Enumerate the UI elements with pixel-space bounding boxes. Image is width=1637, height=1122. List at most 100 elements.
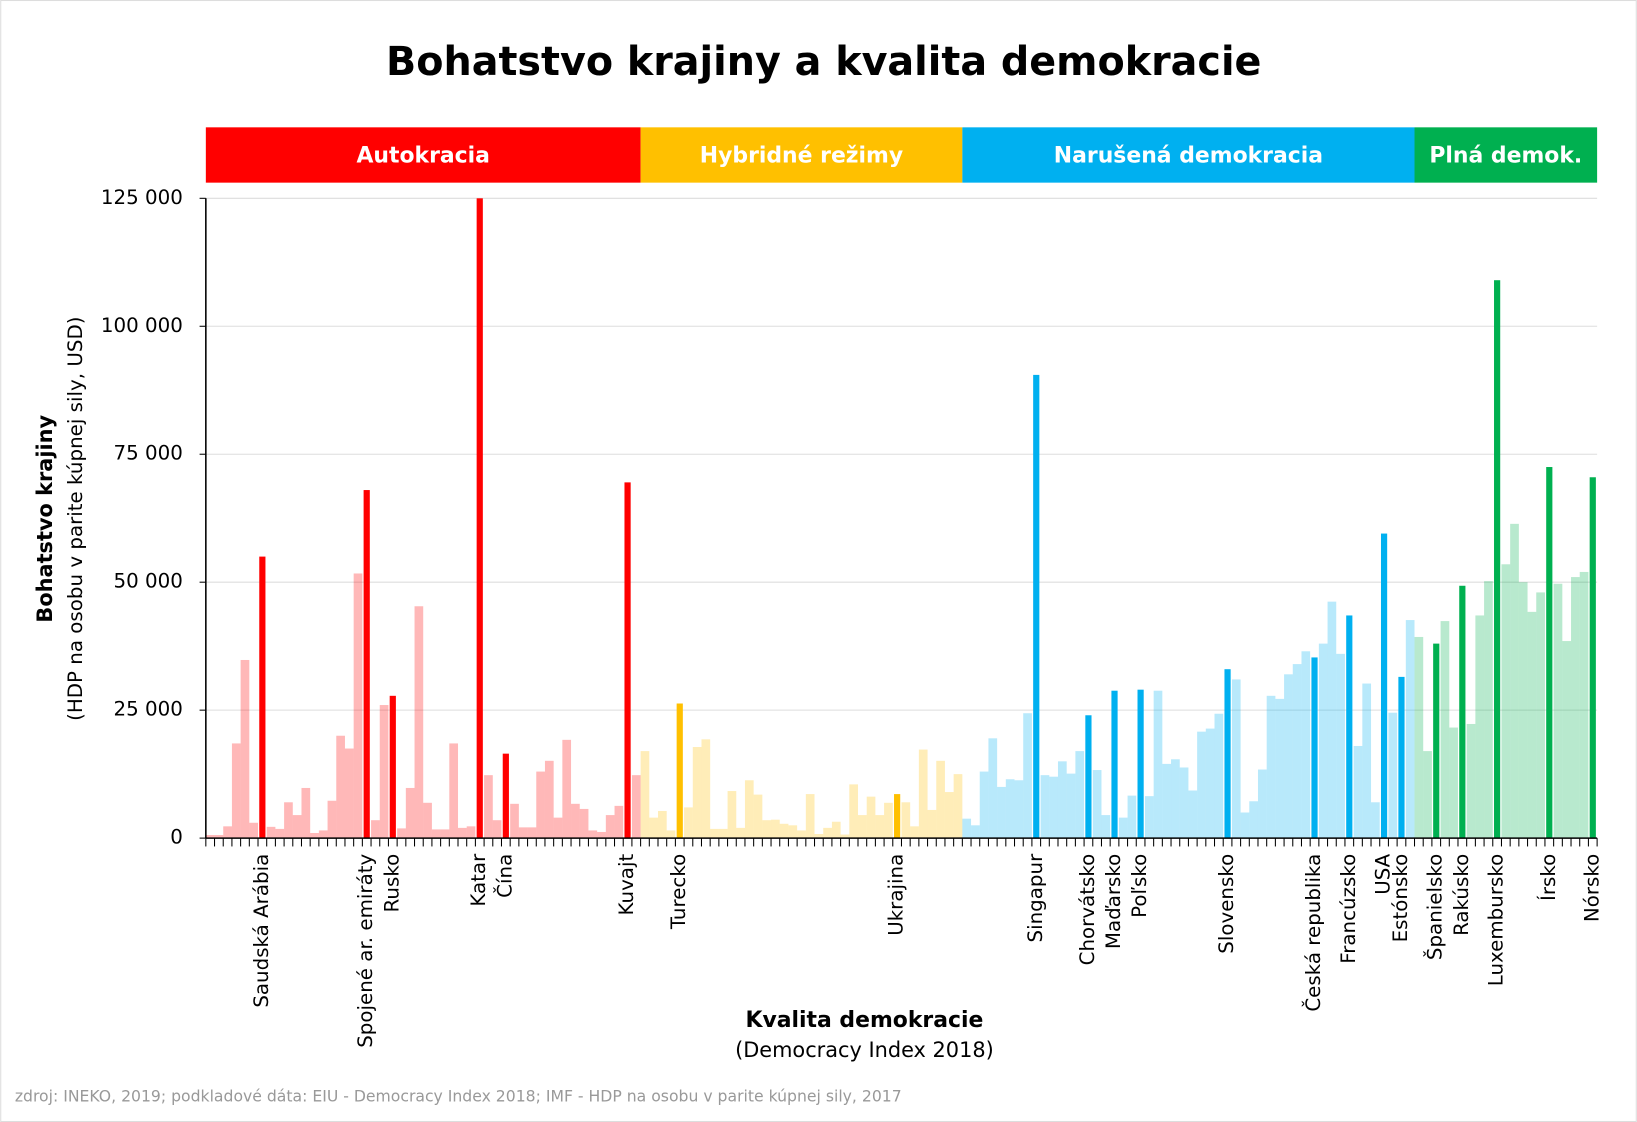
bar — [405, 787, 415, 839]
regime-label: Hybridné režimy — [700, 144, 903, 169]
bar — [1240, 812, 1250, 839]
bar — [1275, 698, 1285, 839]
bar — [927, 809, 937, 839]
bar — [1346, 615, 1353, 839]
regime-band — [205, 127, 641, 183]
bar — [997, 786, 1006, 839]
x-tick-label: Nórsko — [1580, 854, 1603, 922]
bar — [353, 573, 363, 839]
x-axis-note: (Democracy Index 2018) — [735, 1038, 994, 1062]
bar — [1536, 592, 1545, 839]
x-tick-label: Rakúsko — [1450, 854, 1473, 936]
x-tick-label: Slovensko — [1215, 854, 1238, 954]
bar — [875, 815, 885, 839]
bar — [1266, 695, 1276, 839]
bar — [579, 808, 589, 839]
bar — [492, 820, 502, 839]
bar — [624, 482, 631, 839]
bar — [484, 775, 493, 839]
bar — [814, 834, 824, 839]
bar — [458, 827, 467, 839]
bar — [971, 825, 980, 839]
bar — [1380, 533, 1388, 839]
x-tick-label: USA — [1372, 853, 1395, 894]
x-tick-label: Luxembursko — [1485, 854, 1508, 986]
bar — [536, 771, 545, 839]
bar — [1336, 653, 1345, 839]
bar — [1440, 621, 1450, 839]
x-tick-label: Španielsko — [1423, 854, 1447, 960]
bar — [397, 828, 406, 839]
bar — [866, 796, 876, 839]
bar — [1205, 728, 1215, 839]
bar — [1292, 664, 1302, 839]
regime-label: Plná demok. — [1429, 144, 1582, 169]
bar — [692, 747, 702, 839]
bar — [894, 794, 901, 839]
bar — [284, 802, 293, 839]
bar — [1179, 767, 1189, 839]
x-tick-label: Singapur — [1024, 853, 1047, 943]
x-tick-label: Turecko — [667, 854, 690, 930]
y-axis-label: Bohatstvo krajiny — [33, 414, 57, 622]
bar — [1579, 571, 1589, 839]
bar — [857, 815, 867, 839]
bar — [327, 800, 337, 839]
y-tick-label: 0 — [170, 826, 183, 849]
bar — [588, 830, 598, 839]
bar — [1005, 779, 1015, 839]
bar — [423, 802, 432, 839]
x-tick-label: Francúzsko — [1337, 854, 1360, 964]
bar — [205, 835, 215, 839]
bar — [1249, 801, 1258, 839]
regime-band — [640, 127, 963, 183]
bar — [1049, 776, 1058, 839]
bar — [605, 815, 615, 839]
bar — [214, 835, 224, 839]
bar — [840, 834, 850, 839]
x-axis-label: Kvalita demokracie — [745, 1008, 983, 1033]
bar — [1111, 690, 1118, 839]
bar — [1546, 467, 1553, 839]
bar — [649, 817, 659, 839]
bar — [310, 832, 319, 839]
bar — [1414, 636, 1424, 839]
x-tick-label: Rusko — [380, 854, 403, 913]
bar — [753, 794, 763, 839]
bar — [676, 703, 683, 839]
bar — [779, 823, 789, 839]
bar — [562, 739, 572, 839]
bar — [1510, 523, 1519, 839]
bar — [1571, 577, 1580, 839]
bar — [1475, 615, 1485, 839]
bar — [684, 807, 693, 839]
bar — [1562, 641, 1572, 839]
x-tick-label: Írsko — [1537, 854, 1560, 901]
bar — [1014, 780, 1024, 839]
bar — [1092, 770, 1102, 839]
bar — [363, 490, 370, 839]
bar — [1284, 674, 1293, 839]
bar — [1075, 751, 1085, 839]
bar — [918, 749, 928, 839]
source-note: zdroj: INEKO, 2019; podkladové dáta: EIU… — [15, 1086, 902, 1105]
bar — [527, 827, 537, 839]
bar — [1301, 651, 1311, 839]
bar — [1033, 374, 1040, 839]
bar — [944, 792, 954, 839]
bar — [805, 794, 815, 839]
bar — [1527, 611, 1537, 839]
x-tick-label: Chorvátsko — [1076, 854, 1099, 966]
bar — [240, 659, 250, 839]
bar — [1101, 815, 1111, 839]
bar — [884, 802, 893, 839]
x-tick-label: Maďarsko — [1102, 854, 1125, 949]
bar — [379, 705, 389, 839]
regime-label: Narušená demokracia — [1054, 144, 1323, 169]
x-tick-label: Katar — [467, 853, 490, 907]
y-tick-label: 100 000 — [101, 314, 183, 337]
x-tick-label: Spojené ar. emiráty — [354, 854, 377, 1048]
bar — [1066, 773, 1076, 839]
